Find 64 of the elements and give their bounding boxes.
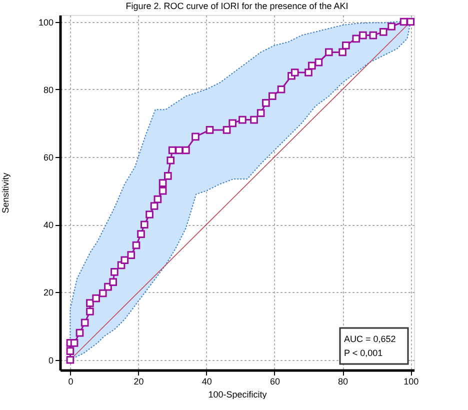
point bbox=[140, 220, 148, 229]
point bbox=[158, 186, 167, 195]
point bbox=[146, 210, 154, 218]
point bbox=[222, 126, 231, 134]
point bbox=[206, 126, 214, 134]
x-tick-label: 60 bbox=[270, 376, 280, 386]
y-tick-label: 0 bbox=[48, 355, 54, 366]
point bbox=[166, 156, 175, 164]
point bbox=[109, 278, 118, 286]
annotation: AUC = 0,652 bbox=[344, 334, 396, 344]
point bbox=[66, 356, 74, 364]
point bbox=[290, 68, 299, 76]
point bbox=[342, 42, 350, 50]
point bbox=[324, 48, 333, 56]
x-tick-label: 100 bbox=[404, 376, 419, 386]
y-axis-title: Sensitivity bbox=[0, 172, 10, 214]
y-tick-label: 100 bbox=[38, 17, 54, 28]
point bbox=[120, 256, 129, 264]
point bbox=[158, 179, 167, 187]
point bbox=[262, 98, 270, 107]
point bbox=[250, 116, 258, 124]
point bbox=[80, 318, 89, 327]
point bbox=[164, 172, 172, 180]
point bbox=[70, 339, 78, 347]
annotation: P < 0,001 bbox=[344, 348, 383, 358]
point bbox=[110, 268, 118, 276]
point bbox=[359, 31, 367, 40]
point bbox=[379, 28, 388, 36]
y-tick-label: 20 bbox=[43, 288, 54, 298]
point bbox=[137, 230, 145, 238]
point bbox=[388, 22, 396, 30]
point bbox=[308, 62, 316, 70]
point bbox=[369, 31, 378, 40]
point bbox=[314, 58, 323, 66]
point bbox=[76, 328, 84, 337]
point bbox=[228, 119, 236, 128]
point bbox=[268, 92, 276, 100]
point bbox=[352, 34, 360, 43]
point bbox=[238, 116, 246, 124]
point bbox=[66, 347, 74, 355]
point bbox=[127, 251, 136, 259]
point bbox=[86, 299, 94, 307]
point bbox=[150, 202, 158, 210]
point bbox=[86, 308, 94, 316]
point bbox=[406, 18, 415, 26]
x-tick-label: 80 bbox=[338, 376, 348, 386]
point bbox=[154, 195, 162, 204]
point bbox=[92, 294, 100, 302]
point bbox=[256, 109, 265, 117]
point bbox=[182, 146, 190, 154]
point bbox=[192, 132, 200, 141]
point bbox=[304, 68, 312, 76]
y-tick-label: 80 bbox=[43, 84, 54, 95]
point bbox=[132, 241, 140, 250]
y-tick-label: 60 bbox=[43, 152, 54, 162]
point bbox=[338, 48, 346, 56]
x-tick-label: 20 bbox=[134, 376, 144, 386]
point bbox=[277, 85, 286, 94]
point bbox=[98, 289, 107, 298]
x-tick-label: 40 bbox=[202, 376, 212, 386]
chart-title: Figure 2. ROC curve of IORI for the presence of the AKI bbox=[126, 1, 348, 11]
x-tick-label: 0 bbox=[68, 376, 74, 386]
y-tick-label: 40 bbox=[43, 220, 54, 230]
x-axis-title: 100-Specificity bbox=[208, 390, 268, 400]
